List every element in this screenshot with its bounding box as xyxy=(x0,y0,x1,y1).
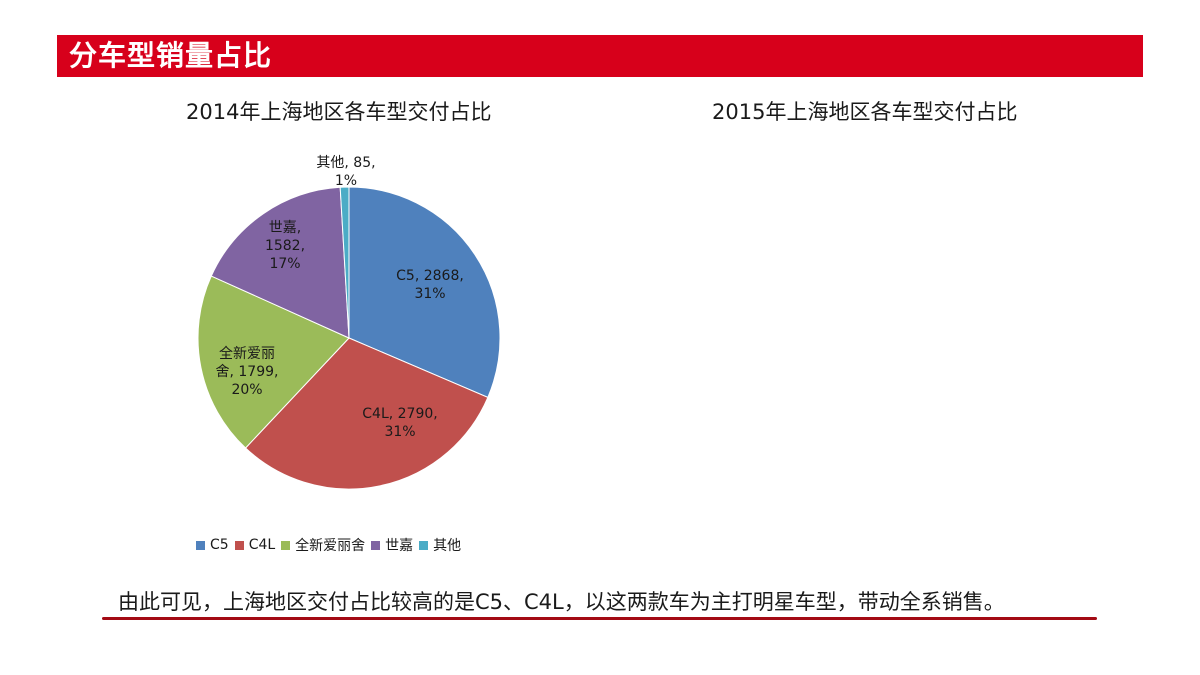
legend-swatch xyxy=(234,540,244,550)
pie-data-label-5: 其他, 85, 1% xyxy=(316,155,375,189)
chart-legend: C5 C4L 全新爱丽舍 世嘉 其他 xyxy=(196,535,467,555)
legend-item-1: C5 xyxy=(196,537,229,553)
legend-item-4: 世嘉 xyxy=(371,535,413,555)
legend-item-5: 其他 xyxy=(419,535,461,555)
legend-label: C5 xyxy=(210,537,229,553)
pie-data-label-3: 全新爱丽舍, 1799, 20% xyxy=(216,345,279,398)
legend-label: 世嘉 xyxy=(385,538,414,554)
legend-label: 其他 xyxy=(433,538,462,554)
pie-slice-3 xyxy=(197,275,350,449)
pie-data-label-1: C5, 2868, 31% xyxy=(396,268,464,302)
conclusion-text: 由此可见，上海地区交付占比较高的是C5、C4L，以这两款车为主打明星车型，带动全… xyxy=(118,590,1005,614)
conclusion-underline xyxy=(102,617,1097,620)
legend-swatch xyxy=(419,540,429,550)
page-title: 分车型销量占比 xyxy=(69,39,273,72)
chart-title-2015: 2015年上海地区各车型交付占比 xyxy=(712,100,1018,124)
legend-swatch xyxy=(281,540,291,550)
pie-slice-5 xyxy=(339,186,350,339)
legend-swatch xyxy=(196,540,205,550)
legend-label: C4L xyxy=(248,537,276,553)
pie-data-label-4: 世嘉, 1582, 17% xyxy=(265,220,305,272)
header-bar: 分车型销量占比 xyxy=(57,35,1143,77)
pie-slice-1 xyxy=(348,186,501,399)
pie-slice-2 xyxy=(244,337,489,490)
legend-item-2: C4L xyxy=(234,537,276,553)
legend-label: 全新爱丽舍 xyxy=(295,538,366,554)
legend-swatch xyxy=(371,540,381,550)
pie-slice-4 xyxy=(210,186,350,339)
legend-item-3: 全新爱丽舍 xyxy=(281,535,365,555)
chart-title-2014: 2014年上海地区各车型交付占比 xyxy=(186,100,492,124)
pie-data-label-2: C4L, 2790, 31% xyxy=(362,406,437,440)
